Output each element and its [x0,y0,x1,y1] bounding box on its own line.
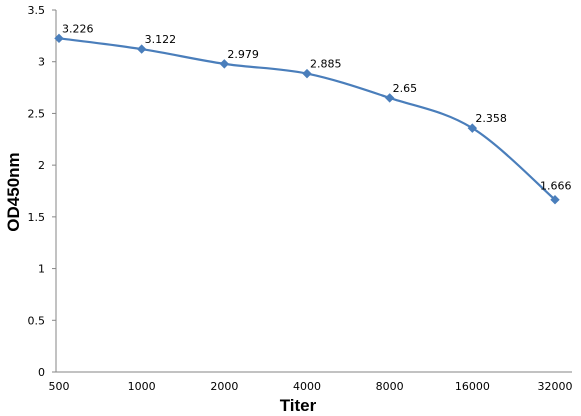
data-label: 2.885 [310,58,342,71]
x-tick-labels: 500 1000 2000 4000 8000 16000 32000 [49,380,573,393]
data-label: 2.65 [393,82,418,95]
data-point-marker [136,44,147,54]
data-label: 2.358 [475,112,507,125]
point-markers [54,33,560,205]
data-point-marker [384,93,395,103]
y-tick-label: 3 [38,56,45,69]
y-tick-label: 0 [38,366,45,379]
y-tick-label: 1.5 [28,211,46,224]
data-label: 3.122 [145,33,177,46]
y-tick-label: 1 [38,263,45,276]
data-point-marker [550,194,560,205]
y-axis-title: OD450nm [4,152,23,231]
x-tick-label: 500 [49,380,70,393]
data-label: 1.666 [540,180,572,193]
data-point-marker [467,123,478,133]
y-tick-label: 2 [38,159,45,172]
y-tick-label: 2.5 [28,107,46,120]
x-tick-label: 16000 [455,380,490,393]
x-tick-label: 32000 [538,380,573,393]
x-tick-label: 1000 [128,380,156,393]
y-tick-label: 0.5 [28,314,46,327]
x-axis-title: Titer [280,396,317,411]
y-tick-labels: 0 0.5 1 1.5 2 2.5 3 3.5 [28,4,46,379]
x-tick-label: 4000 [293,380,321,393]
x-tick-label: 8000 [376,380,404,393]
x-tick-label: 2000 [210,380,238,393]
axes [52,9,572,373]
data-label: 3.226 [62,22,94,35]
data-point-marker [219,59,230,69]
data-label: 2.979 [227,48,258,61]
data-point-marker [302,68,312,79]
data-point-marker [54,33,64,44]
data-labels: 3.226 3.122 2.979 2.885 2.65 2.358 1.666 [62,22,572,192]
y-tick-label: 3.5 [28,4,46,17]
